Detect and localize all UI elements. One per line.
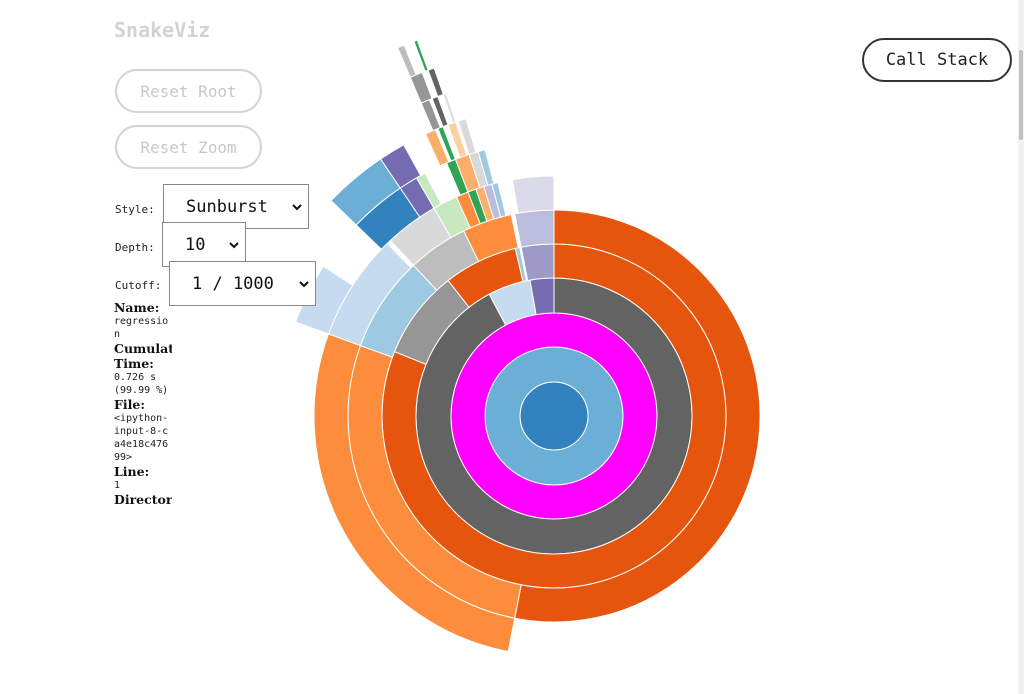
name-value: regression (114, 316, 169, 340)
cutoff-label: Cutoff: (115, 279, 162, 292)
sunburst-arc[interactable] (514, 209, 761, 623)
cutoff-value: 1 / 1000 (192, 273, 274, 294)
scrollbar[interactable] (1018, 0, 1024, 694)
cumulative-text: Cumulative Time: (114, 341, 172, 371)
sunburst-arc[interactable] (477, 149, 495, 186)
cutoff-select[interactable]: 1 / 1000 (169, 261, 316, 306)
sunburst-arc[interactable] (413, 39, 429, 72)
chevron (299, 280, 309, 287)
file-value: <ipython-input-8-ca4e18c47699> (114, 413, 169, 463)
app-title: SnakeViz (114, 18, 211, 42)
line-label: Line: (114, 464, 150, 479)
style-label: Style: (115, 203, 155, 216)
style-select[interactable]: Sunburst (163, 184, 309, 229)
sunburst-arc[interactable] (511, 175, 555, 214)
chevron (229, 241, 239, 248)
sunburst-arc[interactable] (514, 209, 555, 248)
sunburst-arc[interactable] (409, 71, 433, 104)
info-panel: Name: regression Cumulative Time: 0.726 … (114, 300, 172, 507)
reset-root-button[interactable]: Reset Root (115, 69, 262, 113)
name-label: Name: (114, 300, 160, 315)
sunburst-arc[interactable] (427, 67, 444, 98)
sunburst-arc[interactable] (447, 121, 468, 159)
sunburst-arc[interactable] (424, 128, 450, 167)
style-value: Sunburst (186, 196, 268, 217)
directory-label: Directory: (114, 492, 172, 507)
call-stack-button[interactable]: Call Stack (862, 38, 1012, 82)
sunburst-arc[interactable] (431, 95, 449, 128)
depth-label: Depth: (115, 241, 155, 254)
sunburst-arc[interactable] (520, 243, 555, 282)
line-value: 1 (114, 480, 121, 491)
scrollbar-thumb[interactable] (1019, 50, 1023, 140)
file-label: File: (114, 397, 145, 412)
sunburst-arc[interactable] (397, 44, 417, 78)
cumulative-value: 0.726 s (99.99 %) (114, 372, 169, 396)
depth-value: 10 (185, 234, 206, 255)
cumulative-label: Cumulative Time: (114, 341, 172, 371)
chevron (292, 203, 302, 210)
reset-zoom-button[interactable]: Reset Zoom (115, 125, 262, 169)
sunburst-arc[interactable] (379, 144, 422, 189)
sunburst-arc[interactable] (442, 92, 457, 124)
sunburst-arc[interactable] (457, 118, 477, 156)
